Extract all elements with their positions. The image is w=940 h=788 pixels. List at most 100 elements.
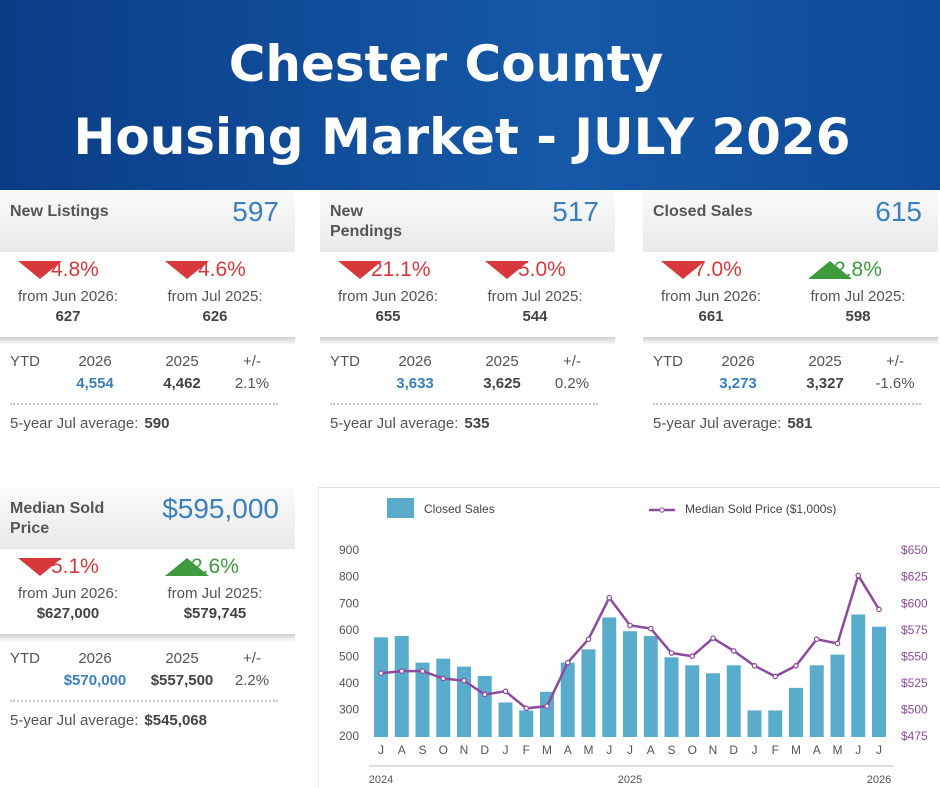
- arrow-shape: [18, 558, 62, 576]
- change-from: from Jul 2025:: [810, 288, 906, 305]
- change-value: 544: [522, 308, 548, 325]
- average: 5-year Jul average: 535: [330, 415, 489, 432]
- change-from: from Jun 2026:: [660, 288, 762, 305]
- line-point: [730, 648, 737, 654]
- card: New Pendings 517 -21.1% from Jun 2026: 655 -5…: [320, 190, 615, 442]
- arrow-shape: [165, 558, 209, 576]
- y-tick-label: 500: [339, 649, 359, 663]
- x-tick-label: M: [833, 743, 843, 757]
- line-point: [710, 635, 716, 641]
- bar: [706, 673, 720, 737]
- ytd-label: YTD: [10, 650, 40, 667]
- y-tick-label: 600: [339, 623, 359, 637]
- bar: [643, 636, 658, 737]
- bar: [747, 710, 762, 737]
- change-percent: 2.8%: [834, 258, 882, 281]
- ytd-value: 3,273: [719, 375, 757, 392]
- y2-tick-label: $600: [901, 596, 928, 610]
- average: 5-year Jul average: 590: [10, 415, 169, 432]
- line-point: [461, 677, 467, 684]
- change-value: 626: [202, 308, 228, 325]
- change-value: 598: [845, 308, 871, 325]
- x-tick-label: D: [729, 743, 738, 757]
- ytd-value: 3,633: [396, 375, 434, 392]
- average-value: $545,068: [144, 712, 207, 729]
- y-tick-label: 400: [339, 676, 359, 690]
- arrow-up: [808, 261, 852, 279]
- ytd-label: YTD: [10, 353, 40, 370]
- average-label: 5-year Jul average:: [10, 415, 139, 432]
- line-point: [544, 703, 550, 709]
- x-tick-label: J: [752, 743, 758, 757]
- y-tick-label: 900: [339, 543, 359, 557]
- year-label: 2025: [618, 774, 642, 786]
- x-tick-label: M: [791, 743, 801, 757]
- card-title: Closed Sales: [653, 203, 753, 220]
- change-percent: -4.6%: [191, 258, 246, 281]
- x-tick-label: S: [667, 743, 675, 757]
- card-value: 615: [875, 196, 922, 227]
- bar: [581, 649, 596, 737]
- ytd-header: +/-: [243, 353, 261, 370]
- ytd-value: $570,000: [63, 672, 127, 689]
- change-percent: -5.0%: [511, 258, 566, 281]
- change-value: 655: [375, 308, 401, 325]
- x-tick-label: O: [439, 743, 448, 757]
- year-label: 2026: [867, 774, 891, 786]
- bar: [560, 662, 575, 737]
- bar: [664, 657, 679, 737]
- change-value: $627,000: [36, 605, 100, 622]
- card: New Listings 597 -4.8% from Jun 2026: 627 -4.…: [0, 190, 295, 442]
- change-percent: -5.1%: [44, 555, 99, 578]
- x-tick-label: M: [584, 743, 594, 757]
- bar: [726, 665, 741, 737]
- year-label: 2024: [369, 774, 393, 786]
- arrow-down: [485, 261, 529, 279]
- bar: [394, 636, 409, 737]
- x-tick-label: N: [709, 743, 718, 757]
- y2-tick-label: $575: [901, 623, 928, 637]
- x-tick-label: J: [855, 743, 861, 757]
- average-value: 581: [787, 415, 813, 432]
- card: Closed Sales 615 -7.0% from Jun 2026: 661 2.8…: [643, 190, 938, 442]
- y2-tick-label: $475: [901, 729, 928, 743]
- average-label: 5-year Jul average:: [653, 415, 782, 432]
- ytd-header: 2026: [78, 650, 112, 667]
- bar: [477, 675, 492, 737]
- x-tick-label: D: [480, 743, 489, 757]
- bar: [872, 626, 886, 737]
- x-tick-label: J: [627, 743, 633, 757]
- card-title: New Pendings: [330, 203, 403, 240]
- arrow-down: [661, 261, 705, 279]
- card: Median Sold Price $595,000 -5.1% from Jun 2…: [0, 487, 295, 739]
- bar: [851, 614, 866, 737]
- average-label: 5-year Jul average:: [330, 415, 459, 432]
- title: Chester County: [228, 35, 664, 93]
- y-tick-label: 200: [339, 729, 359, 743]
- line-point: [647, 625, 654, 632]
- y-tick-label: 700: [339, 596, 359, 610]
- line-point: [689, 653, 696, 660]
- legend-label: Median Sold Price ($1,000s): [685, 502, 836, 516]
- bar: [768, 710, 783, 737]
- x-tick-label: O: [688, 743, 697, 757]
- dotted-line: [10, 403, 278, 405]
- x-tick-label: S: [418, 743, 426, 757]
- legend-label: Closed Sales: [424, 502, 495, 516]
- ytd-header: +/-: [886, 353, 904, 370]
- ytd-value: 4,462: [163, 375, 201, 392]
- ytd-label: YTD: [330, 353, 360, 370]
- line-point: [876, 606, 882, 613]
- ytd-value: 4,554: [76, 375, 114, 392]
- line-point: [627, 622, 633, 629]
- x-tick-label: J: [876, 743, 882, 757]
- arrow-down: [338, 261, 382, 279]
- average-label: 5-year Jul average:: [10, 712, 139, 729]
- y-tick-label: 300: [339, 703, 359, 717]
- change-value: 627: [55, 308, 81, 325]
- ytd-header: 2026: [78, 353, 112, 370]
- line-point: [564, 659, 571, 666]
- x-tick-label: J: [503, 743, 509, 757]
- arrow-down: [18, 558, 62, 576]
